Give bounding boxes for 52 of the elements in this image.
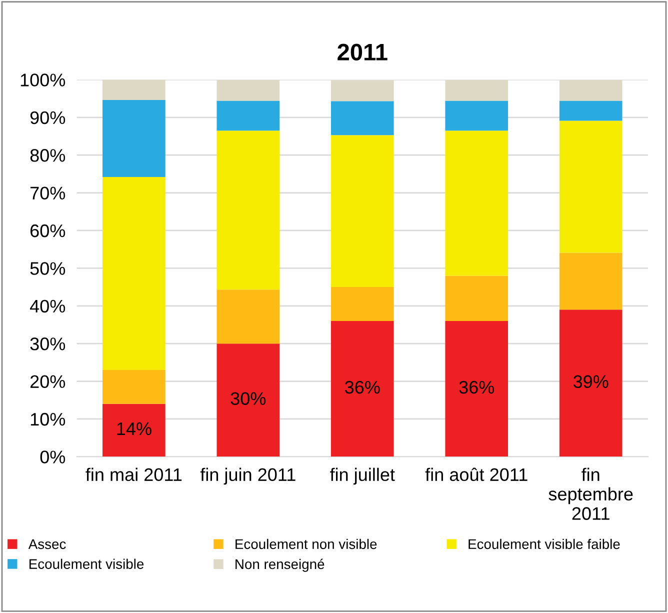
data-label: 39% bbox=[573, 375, 608, 388]
y-tick-label: 80% bbox=[30, 149, 66, 162]
bar bbox=[102, 176, 166, 370]
y-tick-label: 60% bbox=[30, 224, 66, 238]
bar bbox=[102, 370, 166, 404]
bar bbox=[330, 287, 394, 321]
y-tick-label: 90% bbox=[30, 111, 66, 124]
bar bbox=[102, 404, 166, 457]
y-tick-label: 10% bbox=[30, 412, 66, 426]
y-tick-label: 0% bbox=[40, 450, 66, 464]
x-tick-label: fin septembre 2011 bbox=[548, 468, 633, 520]
bar bbox=[330, 320, 394, 457]
bar bbox=[216, 290, 280, 344]
data-label: 36% bbox=[459, 380, 494, 394]
x-tick-label: fin mai 2011 bbox=[86, 468, 182, 482]
legend-label: Ecoulement visible faible bbox=[468, 538, 620, 550]
legend-label: Ecoulement visible bbox=[30, 558, 144, 569]
bar bbox=[445, 100, 508, 131]
y-tick-label: 30% bbox=[30, 338, 66, 350]
data-label: 30% bbox=[230, 392, 266, 405]
bar bbox=[216, 130, 280, 290]
bar bbox=[330, 135, 394, 288]
y-tick-label: 50% bbox=[30, 262, 66, 275]
y-tick-label: 100% bbox=[20, 74, 66, 86]
y-tick-label: 20% bbox=[30, 375, 66, 388]
bar bbox=[216, 344, 280, 457]
legend-label: Ecoulement non visible bbox=[236, 538, 377, 550]
bar bbox=[445, 80, 508, 101]
x-tick-label: fin août 2011 bbox=[425, 468, 528, 482]
bar bbox=[330, 80, 394, 102]
bar bbox=[445, 130, 508, 276]
y-tick-label: 70% bbox=[30, 186, 66, 200]
legend-label: Assec bbox=[28, 539, 66, 550]
data-label: 14% bbox=[117, 422, 152, 436]
x-tick-label: fin juillet bbox=[330, 468, 395, 485]
bar bbox=[559, 80, 622, 101]
bar bbox=[559, 120, 622, 253]
legend-label: Non renseigné bbox=[236, 558, 324, 572]
bar bbox=[330, 101, 394, 136]
bar bbox=[102, 100, 166, 177]
bar bbox=[445, 276, 508, 321]
data-label: 36% bbox=[345, 380, 380, 394]
x-tick-label: fin juin 2011 bbox=[200, 468, 296, 485]
bar bbox=[559, 100, 622, 121]
chart-title: 2011 bbox=[338, 44, 388, 60]
bar bbox=[102, 80, 166, 100]
bar bbox=[445, 320, 508, 457]
bar bbox=[216, 100, 280, 131]
bar bbox=[559, 252, 622, 310]
y-tick-label: 40% bbox=[30, 300, 66, 313]
bar bbox=[559, 310, 622, 457]
bar bbox=[216, 80, 280, 101]
